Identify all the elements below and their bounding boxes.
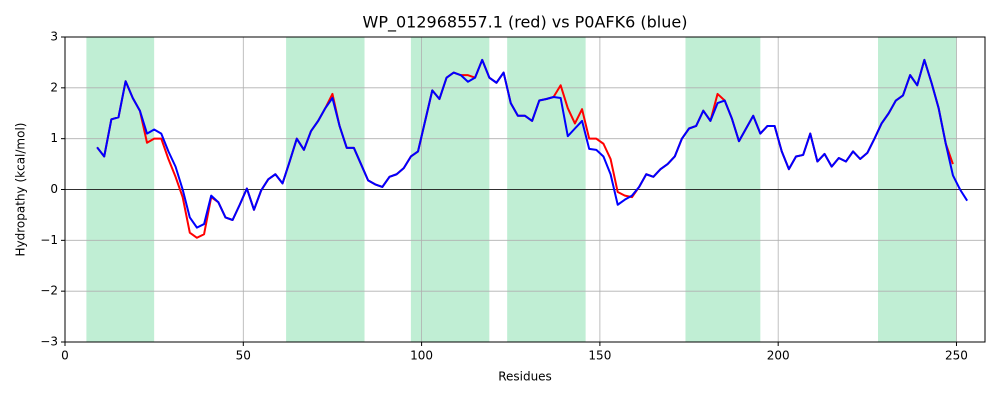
x-tick-label: 250 xyxy=(945,349,968,363)
y-tick-label: 0 xyxy=(50,182,58,196)
x-axis-label: Residues xyxy=(498,370,552,384)
y-tick-label: 2 xyxy=(50,80,58,94)
y-tick-label: −1 xyxy=(40,233,58,247)
plot-frame xyxy=(64,36,986,343)
chart-title: WP_012968557.1 (red) vs P0AFK6 (blue) xyxy=(363,13,688,33)
x-tick-label: 100 xyxy=(410,349,433,363)
y-tick-label: 3 xyxy=(50,30,58,44)
y-tick-label: 1 xyxy=(50,131,58,145)
y-tick-label: −2 xyxy=(40,284,58,298)
x-tick-label: 50 xyxy=(236,349,251,363)
y-tick-label: −3 xyxy=(40,335,58,349)
x-tick-label: 150 xyxy=(588,349,611,363)
data-line xyxy=(96,58,969,229)
x-tick-label: 0 xyxy=(61,349,69,363)
x-tick-label: 200 xyxy=(767,349,790,363)
y-axis-label: Hydropathy (kcal/mol) xyxy=(14,123,28,257)
